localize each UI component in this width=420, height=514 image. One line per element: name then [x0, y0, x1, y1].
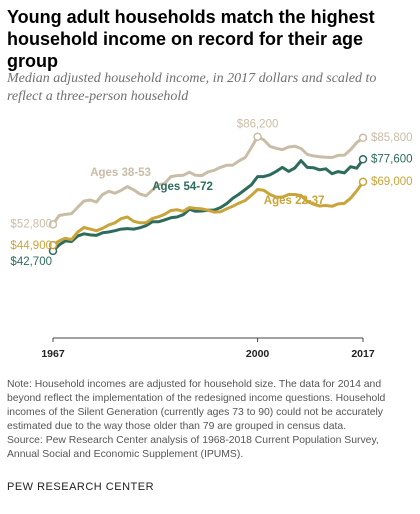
- series-end-value-label: $77,600: [371, 153, 413, 165]
- series-start-value-label: $52,800: [10, 218, 52, 230]
- notes-block: Note: Household incomes are adjusted for…: [7, 378, 412, 462]
- series-end-point: [358, 155, 368, 164]
- publisher-footer: PEW RESEARCH CENTER: [7, 481, 155, 493]
- chart-title: Young adult households match the highest…: [7, 7, 375, 71]
- x-tick-label: 2000: [246, 348, 270, 360]
- series-start-point: [48, 220, 58, 229]
- series-peak-point: [253, 132, 262, 141]
- series-start-value-label: $44,900: [10, 240, 52, 252]
- line-chart: 1967 2000 2017 $52,800 $85,800 $86,200 Ages 38…: [10, 119, 413, 360]
- series-line: [51, 135, 364, 226]
- note-text: Note: Household incomes are adjusted for…: [7, 379, 386, 432]
- source-text: Source: Pew Research Center analysis of …: [7, 435, 379, 460]
- x-tick-label: 2017: [351, 348, 375, 360]
- chart-subtitle: Median adjusted household income, in 201…: [7, 71, 377, 104]
- series-peak-value-label: $86,200: [237, 119, 279, 131]
- series-name-label: Ages 22-37: [264, 195, 325, 207]
- series-end-value-label: $85,800: [371, 132, 413, 144]
- series-end-point: [358, 133, 368, 143]
- series-end-value-label: $69,000: [371, 176, 413, 188]
- series-start-value-label: $42,700: [10, 256, 52, 268]
- x-tick-label: 1967: [41, 348, 65, 360]
- series-name-label: Ages 38-53: [90, 167, 151, 179]
- series-line: [52, 181, 365, 247]
- series-end-point: [358, 177, 368, 187]
- series-start-point: [48, 240, 58, 250]
- series-name-label: Ages 54-72: [152, 181, 213, 193]
